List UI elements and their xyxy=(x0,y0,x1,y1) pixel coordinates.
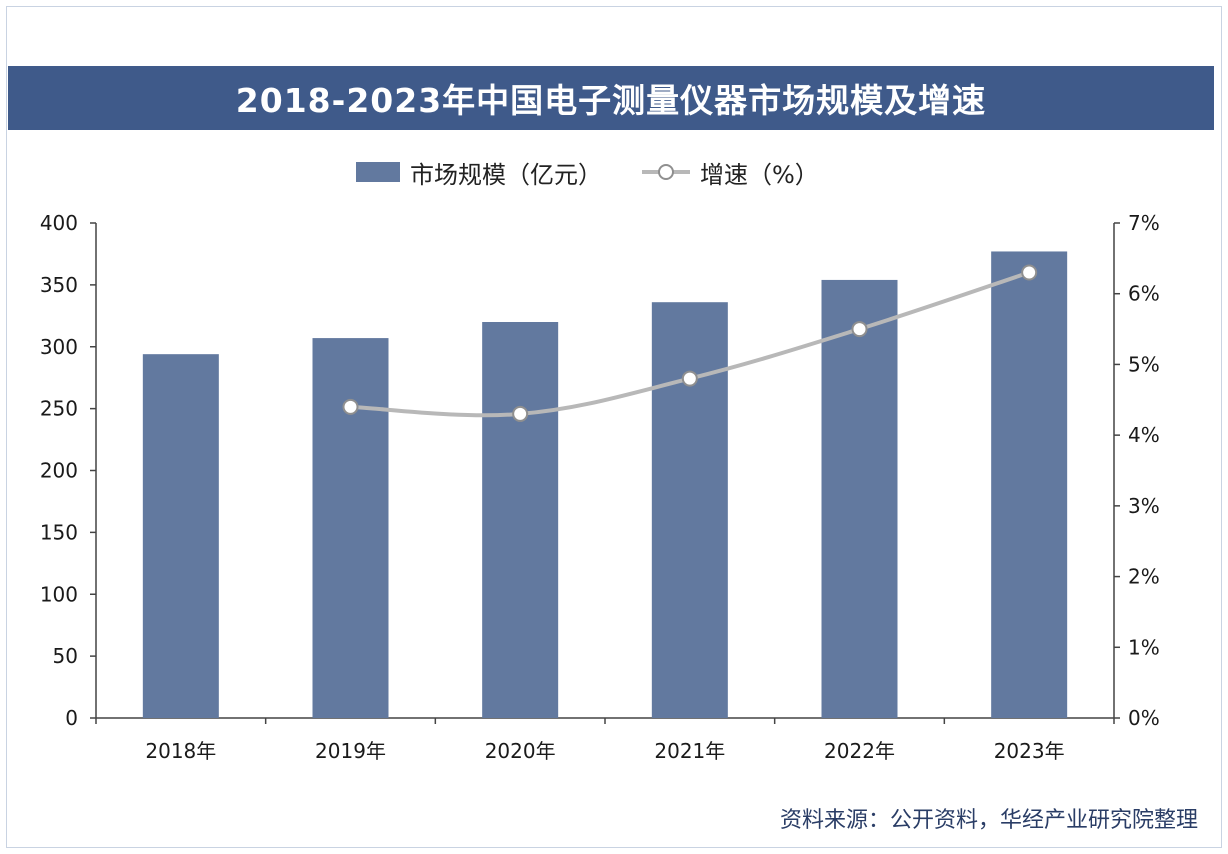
left-tick-label: 300 xyxy=(40,335,78,359)
left-tick-label: 200 xyxy=(40,459,78,483)
right-tick-label: 7% xyxy=(1128,211,1160,235)
right-tick-label: 6% xyxy=(1128,282,1160,306)
bar xyxy=(482,322,559,718)
x-tick-label: 2020年 xyxy=(485,739,556,763)
legend-item-line: 增速（%） xyxy=(642,155,819,190)
right-tick-label: 4% xyxy=(1128,423,1160,447)
source-note: 资料来源：公开资料，华经产业研究院整理 xyxy=(779,808,1198,833)
legend-line-marker xyxy=(658,164,674,180)
left-tick-label: 100 xyxy=(40,582,78,606)
growth-point xyxy=(342,398,359,415)
legend-line-label: 增速（%） xyxy=(700,160,819,189)
left-tick-label: 50 xyxy=(53,644,78,668)
legend-line-swatch xyxy=(642,164,690,180)
x-tick-label: 2021年 xyxy=(654,739,725,763)
x-tick-label: 2022年 xyxy=(824,739,895,763)
growth-point xyxy=(1021,264,1038,281)
left-tick-label: 250 xyxy=(40,397,78,421)
left-tick-label: 150 xyxy=(40,520,78,544)
x-tick-label: 2019年 xyxy=(315,739,386,763)
right-tick-label: 0% xyxy=(1128,706,1160,730)
legend-item-bar: 市场规模（亿元） xyxy=(356,155,602,190)
x-tick-label: 2018年 xyxy=(145,739,216,763)
x-tick-label: 2023年 xyxy=(994,739,1065,763)
growth-point xyxy=(851,321,868,338)
left-tick-label: 350 xyxy=(40,273,78,297)
bar xyxy=(142,354,219,718)
bar xyxy=(821,279,898,718)
right-tick-label: 1% xyxy=(1128,635,1160,659)
bar xyxy=(312,338,389,718)
chart-title: 2018-2023年中国电子测量仪器市场规模及增速 xyxy=(8,66,1214,130)
bar xyxy=(991,251,1068,718)
growth-point xyxy=(681,370,698,387)
chart-legend: 市场规模（亿元） 增速（%） xyxy=(356,154,859,190)
growth-point xyxy=(512,405,529,422)
right-tick-label: 3% xyxy=(1128,494,1160,518)
legend-bar-swatch xyxy=(356,162,400,182)
bar xyxy=(651,302,728,718)
right-tick-label: 2% xyxy=(1128,565,1160,589)
legend-bar-label: 市场规模（亿元） xyxy=(410,160,602,189)
left-tick-label: 400 xyxy=(40,211,78,235)
right-tick-label: 5% xyxy=(1128,352,1160,376)
left-tick-label: 0 xyxy=(65,706,78,730)
